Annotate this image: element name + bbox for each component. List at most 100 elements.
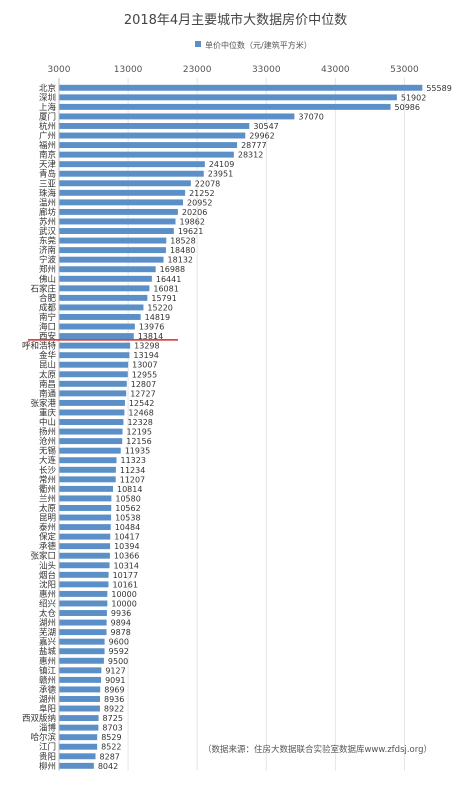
category-label: 常州 [39, 474, 56, 485]
bar [59, 724, 99, 731]
value-label: 12156 [126, 437, 151, 446]
category-label: 保定 [39, 532, 57, 543]
category-label: 宁波 [39, 255, 57, 266]
category-label: 惠州 [39, 656, 56, 667]
value-label: 10177 [113, 571, 138, 580]
value-label: 10366 [114, 552, 139, 561]
bar [59, 705, 100, 712]
bar [59, 94, 397, 101]
category-label: 泰州 [39, 522, 56, 533]
category-label: 衢州 [39, 484, 56, 495]
category-label: 深圳 [39, 92, 56, 103]
bar [59, 590, 108, 597]
category-label: 三亚 [39, 179, 57, 189]
category-label: 青岛 [39, 169, 56, 180]
category-label: 嘉兴 [39, 637, 57, 648]
bar [59, 648, 105, 655]
category-label: 天津 [39, 159, 57, 170]
value-label: 8725 [103, 714, 123, 723]
category-label: 长沙 [39, 465, 57, 476]
value-label: 55589 [426, 84, 451, 93]
bar [59, 610, 107, 616]
bar [59, 170, 204, 177]
value-label: 18528 [170, 237, 195, 246]
category-label: 太原 [39, 369, 56, 380]
bar [59, 237, 167, 244]
value-label: 10562 [115, 504, 140, 513]
category-label: 广州 [39, 131, 56, 142]
category-label: 张家港 [30, 398, 56, 409]
value-label: 16081 [153, 284, 178, 293]
value-label: 22078 [195, 179, 220, 188]
category-label: 惠州 [39, 589, 56, 600]
value-label: 11323 [121, 456, 146, 465]
value-label: 13298 [134, 342, 159, 351]
bar [59, 533, 111, 540]
value-label: 20206 [182, 208, 207, 217]
value-label: 12727 [130, 389, 155, 398]
bar [59, 552, 110, 559]
category-label: 西双版纳 [22, 713, 56, 724]
category-label: 苏州 [39, 216, 56, 227]
value-label: 8042 [98, 762, 118, 771]
value-label: 13976 [139, 323, 164, 332]
category-label: 成都 [39, 302, 57, 313]
bar [59, 161, 205, 168]
chart-title: 2018年4月主要城市大数据房价中位数 [124, 12, 347, 28]
bar [59, 466, 116, 473]
category-label: 廊坊 [39, 207, 57, 218]
value-label: 8287 [100, 752, 120, 761]
category-label: 南京 [39, 150, 56, 161]
category-label: 上海 [39, 102, 57, 113]
value-label: 8922 [104, 705, 124, 714]
bar [59, 447, 121, 454]
bar [59, 638, 105, 645]
bar [59, 380, 127, 387]
bar [59, 275, 152, 282]
value-label: 11234 [120, 466, 145, 475]
bar [59, 314, 141, 320]
value-label: 13194 [133, 351, 158, 360]
bar [59, 495, 112, 502]
category-label: 阜阳 [39, 704, 56, 715]
value-label: 9127 [105, 666, 125, 675]
value-label: 8522 [101, 743, 121, 752]
legend-label: 单价中位数（元/建筑平方米） [205, 40, 312, 50]
value-label: 10394 [114, 542, 139, 551]
category-label: 大连 [39, 455, 57, 466]
category-label: 昆明 [39, 514, 56, 524]
bar [59, 409, 125, 416]
value-label: 24109 [209, 160, 234, 169]
bar [59, 581, 109, 588]
category-label: 绍兴 [39, 598, 57, 609]
value-label: 9878 [111, 628, 131, 637]
category-label: 太原 [39, 503, 56, 514]
value-label: 50986 [395, 103, 420, 112]
value-label: 15791 [151, 294, 176, 303]
category-label: 济南 [39, 245, 56, 256]
value-label: 19621 [178, 227, 203, 236]
value-label: 19862 [180, 217, 205, 226]
value-label: 18132 [168, 256, 193, 265]
category-label: 合肥 [39, 293, 57, 304]
bar [59, 457, 117, 464]
value-label: 12468 [128, 408, 153, 417]
category-label: 湖州 [39, 619, 56, 629]
bar [59, 247, 166, 254]
value-label: 9500 [108, 657, 128, 666]
category-label: 厦门 [39, 111, 56, 122]
bar [59, 352, 130, 359]
category-label: 太仓 [39, 608, 57, 619]
category-label: 承德 [39, 684, 57, 695]
x-tick-label: 13000 [114, 65, 143, 75]
bar [59, 428, 123, 435]
category-label: 哈尔滨 [30, 732, 56, 743]
value-label: 28312 [238, 151, 263, 160]
value-label: 10161 [112, 580, 137, 589]
bar [59, 361, 129, 368]
value-label: 51902 [401, 93, 426, 102]
bar [59, 142, 238, 149]
bar [59, 266, 156, 273]
bar [59, 390, 127, 397]
